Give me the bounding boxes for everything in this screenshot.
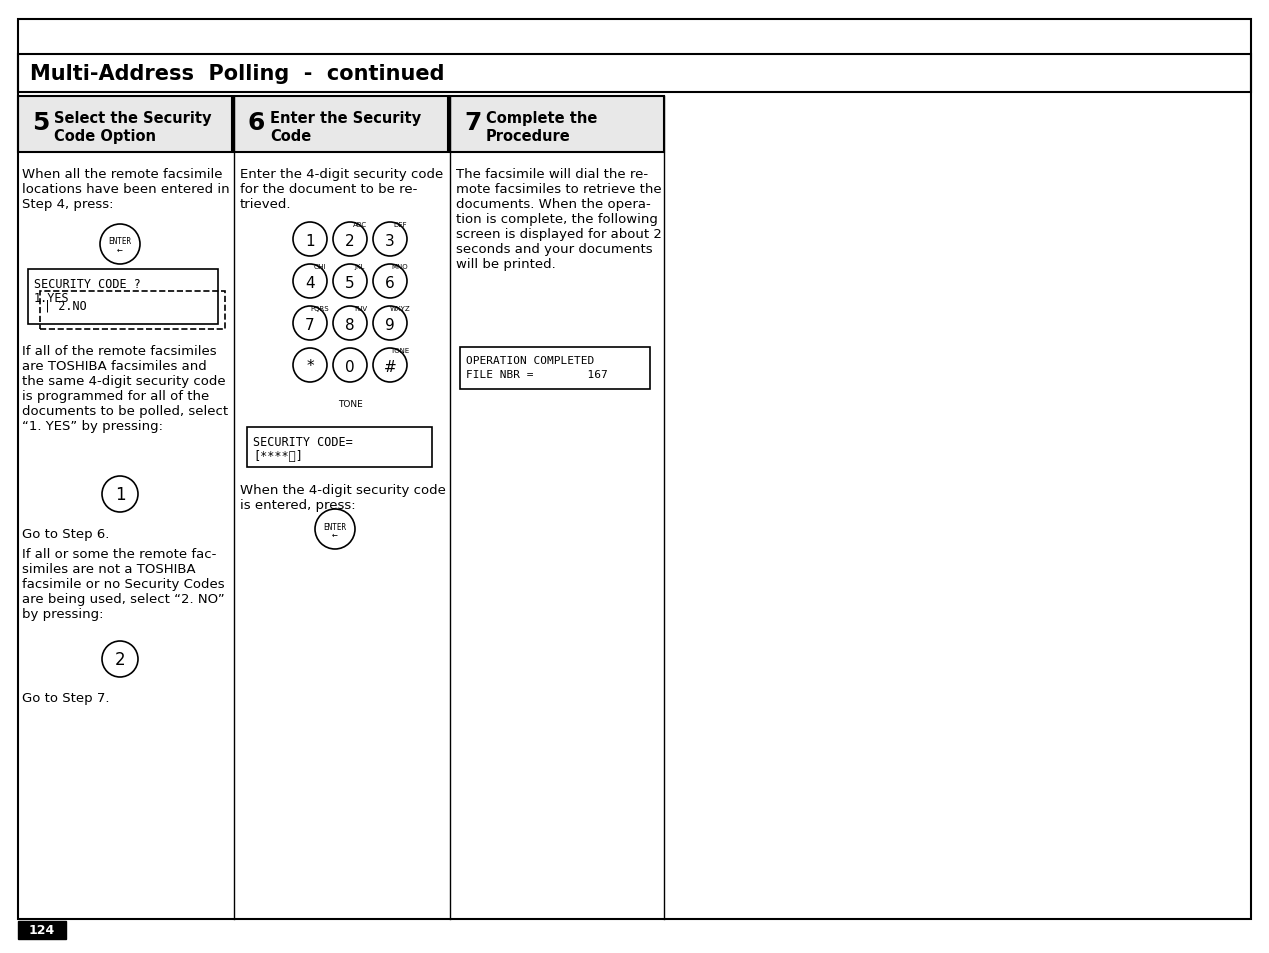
- Text: 2: 2: [114, 650, 126, 668]
- Text: 5: 5: [32, 111, 49, 135]
- FancyBboxPatch shape: [18, 921, 66, 939]
- Text: Select the Security: Select the Security: [55, 111, 212, 126]
- Text: MNO: MNO: [392, 264, 409, 270]
- FancyBboxPatch shape: [233, 97, 448, 152]
- Text: 124: 124: [29, 923, 55, 937]
- Text: Go to Step 7.: Go to Step 7.: [22, 691, 109, 704]
- Text: The facsimile will dial the re-
mote facsimiles to retrieve the
documents. When : The facsimile will dial the re- mote fac…: [456, 168, 662, 271]
- Text: Go to Step 6.: Go to Step 6.: [22, 527, 109, 540]
- Text: 6: 6: [385, 275, 395, 291]
- Text: PQRS: PQRS: [311, 306, 330, 312]
- Text: When the 4-digit security code
is entered, press:: When the 4-digit security code is entere…: [240, 483, 445, 512]
- Text: WXYZ: WXYZ: [390, 306, 410, 312]
- FancyBboxPatch shape: [450, 97, 664, 152]
- Text: 1: 1: [114, 485, 126, 503]
- Text: Complete the: Complete the: [486, 111, 598, 126]
- FancyBboxPatch shape: [459, 348, 650, 390]
- Text: GHI: GHI: [313, 264, 326, 270]
- Text: OPERATION COMPLETED: OPERATION COMPLETED: [466, 355, 594, 366]
- Text: 1: 1: [305, 233, 315, 248]
- Text: 9: 9: [385, 317, 395, 333]
- Text: Enter the 4-digit security code
for the document to be re-
trieved.: Enter the 4-digit security code for the …: [240, 168, 443, 211]
- Text: 7: 7: [305, 317, 315, 333]
- Text: | 2.NO: | 2.NO: [44, 299, 86, 313]
- Text: ←: ←: [332, 530, 338, 539]
- Text: TUV: TUV: [353, 306, 367, 312]
- Text: 0: 0: [345, 359, 355, 375]
- FancyBboxPatch shape: [247, 428, 431, 468]
- FancyBboxPatch shape: [18, 97, 232, 152]
- Text: When all the remote facsimile
locations have been entered in
Step 4, press:: When all the remote facsimile locations …: [22, 168, 230, 211]
- Text: If all or some the remote fac-
similes are not a TOSHIBA
facsimile or no Securit: If all or some the remote fac- similes a…: [22, 547, 225, 620]
- Text: 7: 7: [464, 111, 481, 135]
- Text: TONE: TONE: [391, 348, 410, 354]
- Text: If all of the remote facsimiles
are TOSHIBA facsimiles and
the same 4-digit secu: If all of the remote facsimiles are TOSH…: [22, 345, 228, 433]
- FancyBboxPatch shape: [18, 55, 1251, 92]
- Text: 2: 2: [345, 233, 355, 248]
- Text: *: *: [306, 359, 313, 375]
- Text: Procedure: Procedure: [486, 129, 571, 144]
- Text: ABC: ABC: [353, 222, 367, 228]
- Text: 8: 8: [345, 317, 355, 333]
- Text: 3: 3: [385, 233, 395, 248]
- Text: #: #: [383, 359, 396, 375]
- Text: TONE: TONE: [338, 399, 363, 409]
- Text: JKL: JKL: [355, 264, 365, 270]
- Text: Multi-Address  Polling  -  continued: Multi-Address Polling - continued: [30, 64, 444, 84]
- Text: FILE NBR =        167: FILE NBR = 167: [466, 370, 608, 379]
- Text: 5: 5: [345, 275, 355, 291]
- Text: [****͟]: [****͟]: [253, 450, 303, 462]
- Text: Enter the Security: Enter the Security: [270, 111, 421, 126]
- Text: 4: 4: [305, 275, 315, 291]
- FancyBboxPatch shape: [28, 270, 218, 325]
- Text: 1.YES: 1.YES: [34, 292, 70, 305]
- Text: ENTER: ENTER: [324, 522, 346, 531]
- Text: Code: Code: [270, 129, 311, 144]
- Text: ←: ←: [117, 245, 123, 254]
- Text: Code Option: Code Option: [55, 129, 156, 144]
- Text: 6: 6: [247, 111, 265, 135]
- Text: SECURITY CODE=: SECURITY CODE=: [253, 436, 353, 449]
- Text: DEF: DEF: [393, 222, 407, 228]
- Text: SECURITY CODE ?: SECURITY CODE ?: [34, 277, 141, 291]
- Text: ENTER: ENTER: [108, 237, 132, 246]
